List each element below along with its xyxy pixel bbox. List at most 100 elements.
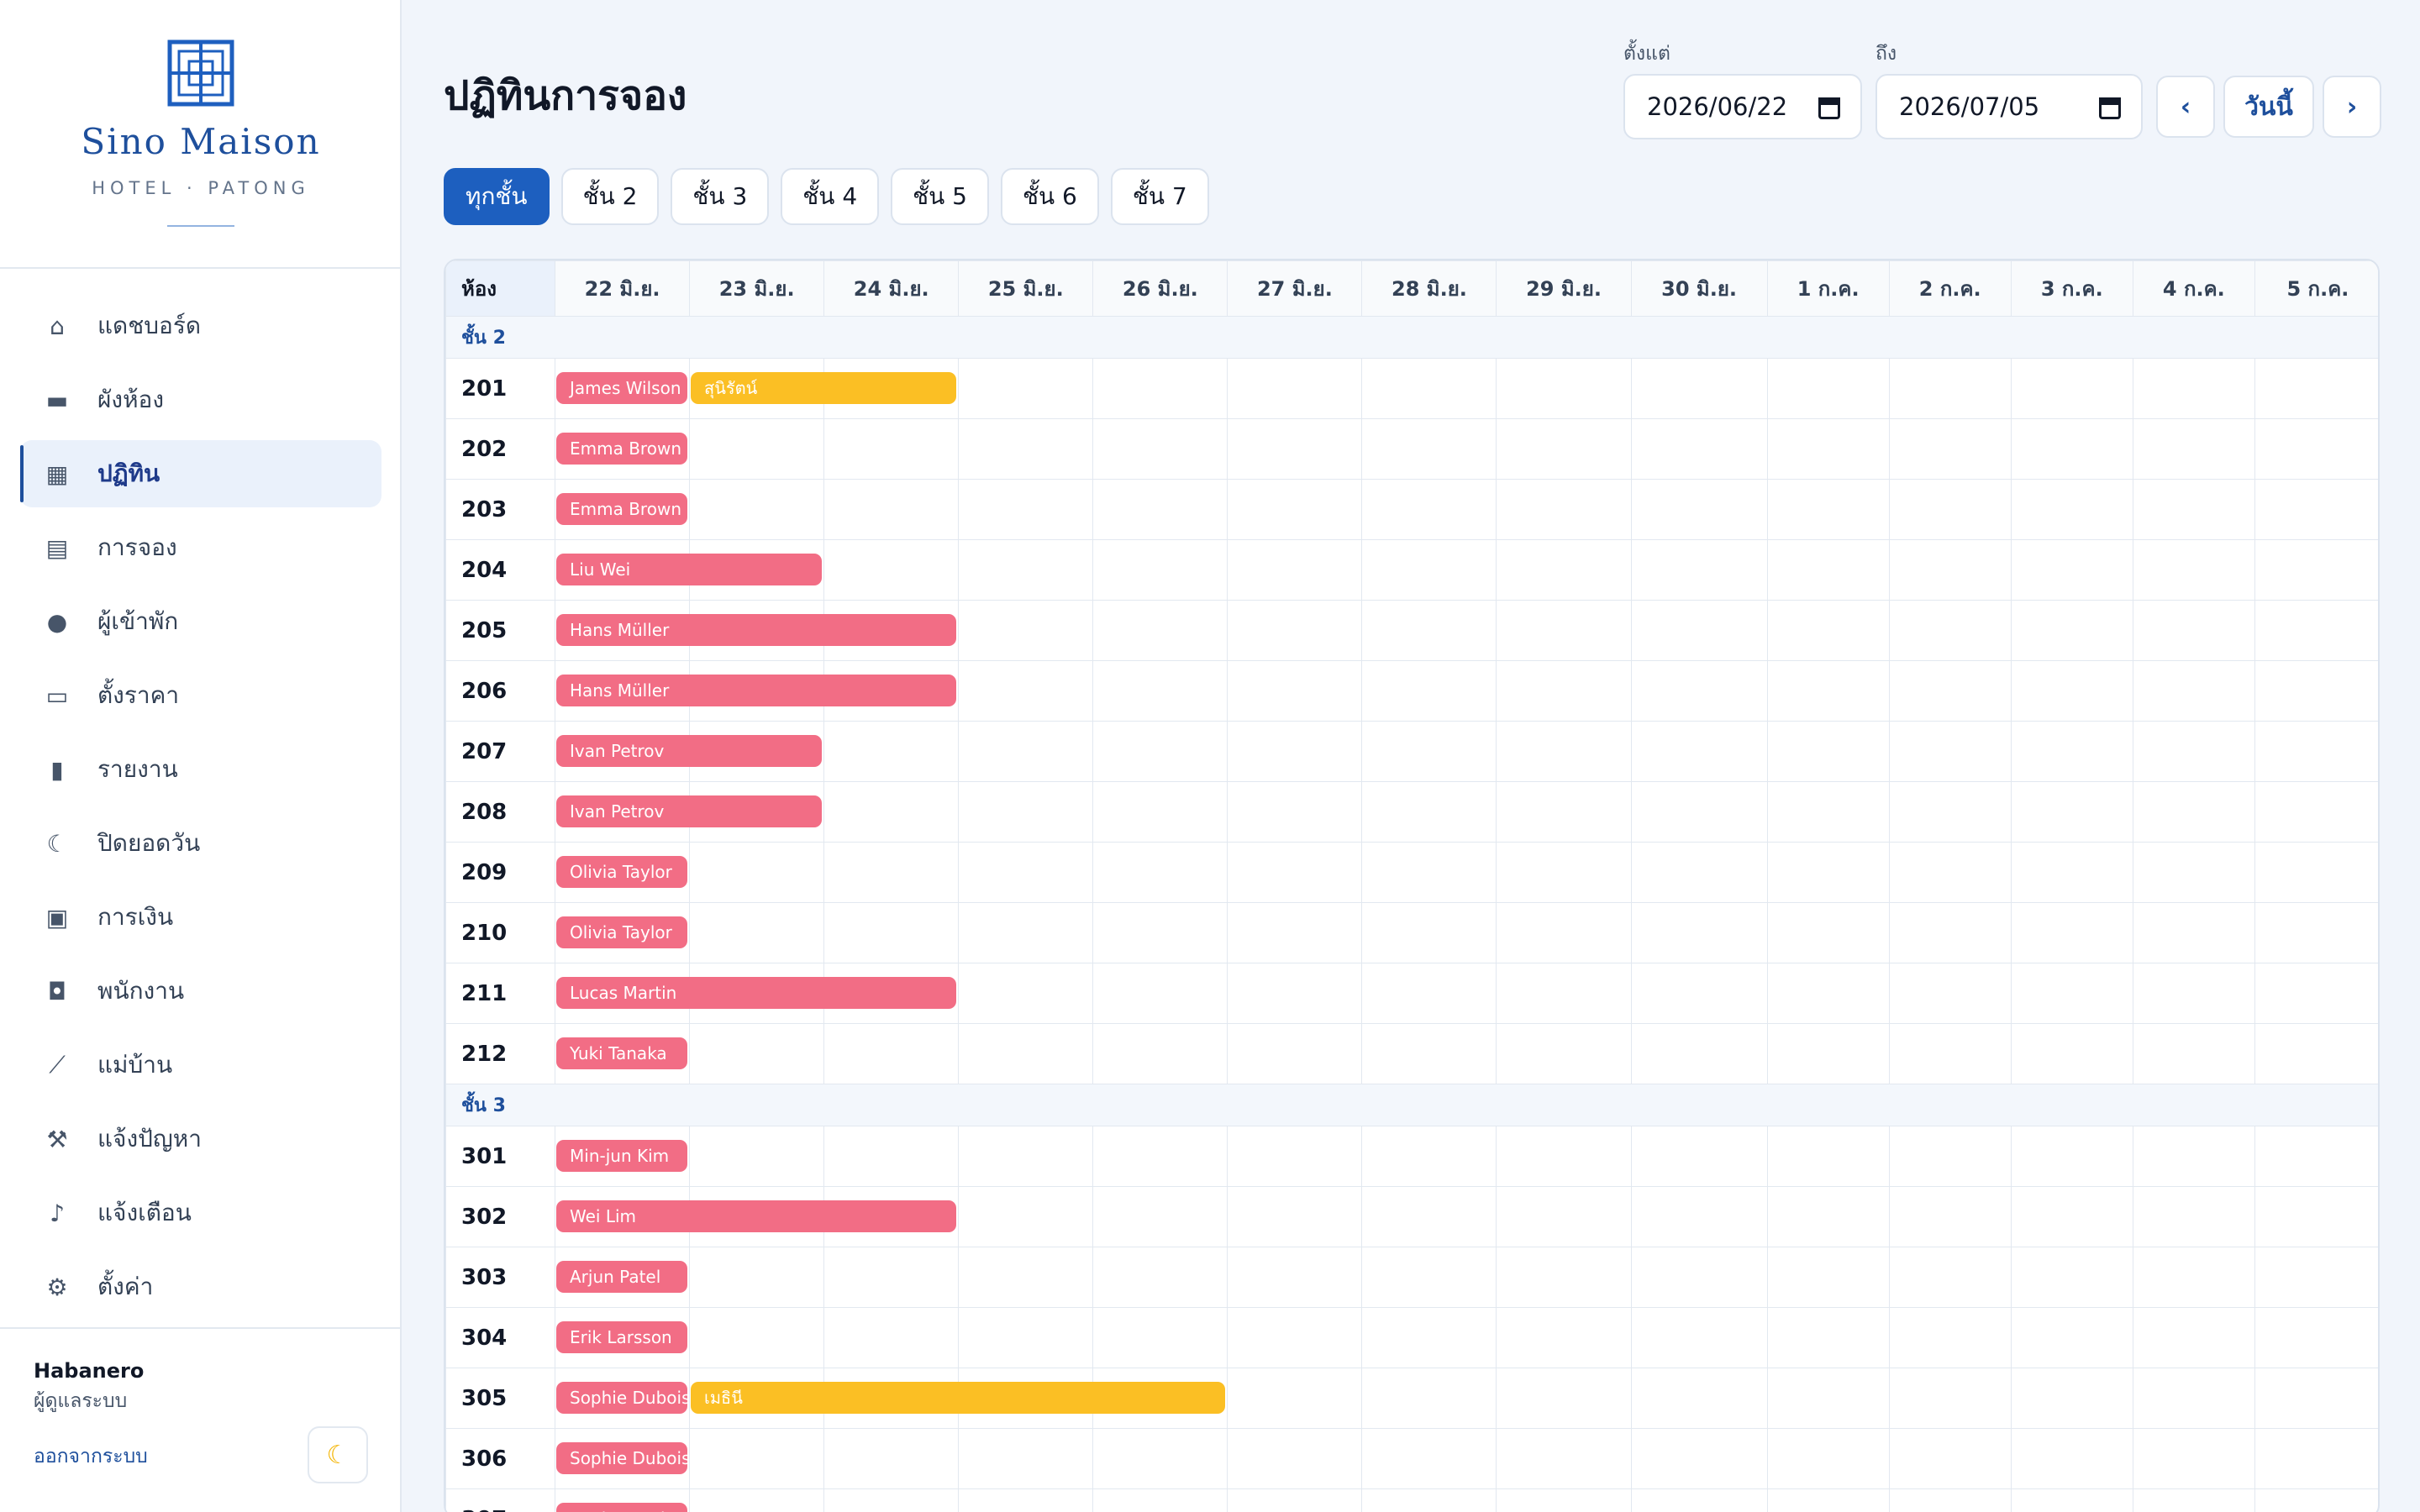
day-cell[interactable] xyxy=(2132,1488,2255,1512)
day-cell[interactable] xyxy=(2132,418,2255,480)
day-cell[interactable] xyxy=(958,721,1094,782)
day-cell[interactable] xyxy=(1361,721,1497,782)
day-cell[interactable] xyxy=(1092,842,1228,903)
day-cell[interactable] xyxy=(1766,1488,1890,1512)
from-date-input[interactable]: 2026/06/22 xyxy=(1623,74,1862,139)
day-cell[interactable] xyxy=(2010,1023,2133,1084)
day-cell[interactable] xyxy=(1766,600,1890,661)
day-cell[interactable] xyxy=(1888,721,2012,782)
day-cell[interactable] xyxy=(2010,1247,2133,1308)
day-cell[interactable] xyxy=(1888,660,2012,722)
day-cell[interactable] xyxy=(1766,479,1890,540)
booking-bar[interactable]: Lucas Martin xyxy=(556,977,956,1009)
day-cell[interactable] xyxy=(1496,479,1632,540)
day-cell[interactable] xyxy=(1630,479,1768,540)
day-cell[interactable] xyxy=(1361,539,1497,601)
day-cell[interactable] xyxy=(2132,842,2255,903)
day-cell[interactable] xyxy=(2254,902,2378,963)
booking-bar[interactable]: Erik Larsson xyxy=(556,1321,687,1353)
day-cell[interactable] xyxy=(1361,1307,1497,1368)
day-cell[interactable] xyxy=(1888,1186,2012,1247)
day-cell[interactable] xyxy=(1361,842,1497,903)
day-cell[interactable] xyxy=(958,902,1094,963)
day-cell[interactable] xyxy=(1361,418,1497,480)
day-cell[interactable] xyxy=(1888,418,2012,480)
day-cell[interactable] xyxy=(2010,660,2133,722)
day-cell[interactable] xyxy=(1766,1368,1890,1429)
day-cell[interactable] xyxy=(958,1428,1094,1489)
day-cell[interactable] xyxy=(1888,1247,2012,1308)
booking-bar[interactable]: Wei Lim xyxy=(556,1200,956,1232)
floor-filter-chip[interactable]: ชั้น 2 xyxy=(560,168,660,225)
day-cell[interactable] xyxy=(2132,660,2255,722)
day-cell[interactable] xyxy=(689,902,825,963)
day-cell[interactable] xyxy=(1630,842,1768,903)
booking-bar[interactable]: Emma Brown xyxy=(556,493,687,525)
sidebar-item-12[interactable]: ♪ แจ้งเตือน xyxy=(20,1179,381,1247)
day-cell[interactable] xyxy=(1766,660,1890,722)
prev-range-button[interactable]: ‹ xyxy=(2156,76,2215,138)
day-cell[interactable] xyxy=(1227,1186,1363,1247)
day-cell[interactable] xyxy=(1361,781,1497,843)
day-cell[interactable] xyxy=(2010,479,2133,540)
day-cell[interactable] xyxy=(2010,418,2133,480)
day-cell[interactable] xyxy=(1766,1126,1890,1187)
day-cell[interactable] xyxy=(1092,1186,1228,1247)
sidebar-item-7[interactable]: ☾ ปิดยอดวัน xyxy=(20,810,381,877)
day-cell[interactable] xyxy=(1630,1307,1768,1368)
day-cell[interactable] xyxy=(1496,539,1632,601)
booking-bar[interactable]: Olivia Taylor xyxy=(556,856,687,888)
day-cell[interactable] xyxy=(1766,1307,1890,1368)
day-cell[interactable] xyxy=(1227,1126,1363,1187)
day-cell[interactable] xyxy=(823,1428,960,1489)
day-cell[interactable] xyxy=(1630,600,1768,661)
day-cell[interactable] xyxy=(1227,358,1363,419)
day-cell[interactable] xyxy=(1227,1023,1363,1084)
day-cell[interactable] xyxy=(1766,842,1890,903)
day-cell[interactable] xyxy=(2132,1186,2255,1247)
day-cell[interactable] xyxy=(2254,1488,2378,1512)
day-cell[interactable] xyxy=(958,600,1094,661)
day-cell[interactable] xyxy=(1092,1126,1228,1187)
booking-bar[interactable]: Liu Wei xyxy=(556,554,822,585)
booking-bar[interactable]: Yuki Tanaka xyxy=(556,1037,687,1069)
day-cell[interactable] xyxy=(1361,358,1497,419)
day-cell[interactable] xyxy=(1227,902,1363,963)
day-cell[interactable] xyxy=(1092,418,1228,480)
day-cell[interactable] xyxy=(1496,1488,1632,1512)
day-cell[interactable] xyxy=(1766,539,1890,601)
day-cell[interactable] xyxy=(2010,781,2133,843)
day-cell[interactable] xyxy=(1092,600,1228,661)
day-cell[interactable] xyxy=(2010,1186,2133,1247)
day-cell[interactable] xyxy=(1092,902,1228,963)
day-cell[interactable] xyxy=(1630,1186,1768,1247)
day-cell[interactable] xyxy=(2254,842,2378,903)
day-cell[interactable] xyxy=(1630,902,1768,963)
day-cell[interactable] xyxy=(1630,1126,1768,1187)
day-cell[interactable] xyxy=(1496,1368,1632,1429)
floor-filter-chip[interactable]: ทุกชั้น xyxy=(444,168,550,225)
day-cell[interactable] xyxy=(1092,781,1228,843)
day-cell[interactable] xyxy=(1092,358,1228,419)
day-cell[interactable] xyxy=(2132,358,2255,419)
day-cell[interactable] xyxy=(2254,660,2378,722)
day-cell[interactable] xyxy=(1092,1307,1228,1368)
day-cell[interactable] xyxy=(1227,1488,1363,1512)
day-cell[interactable] xyxy=(1227,1368,1363,1429)
floor-filter-chip[interactable]: ชั้น 7 xyxy=(1110,168,1209,225)
day-cell[interactable] xyxy=(823,902,960,963)
day-cell[interactable] xyxy=(689,1488,825,1512)
day-cell[interactable] xyxy=(1496,1307,1632,1368)
day-cell[interactable] xyxy=(1766,418,1890,480)
day-cell[interactable] xyxy=(2132,902,2255,963)
sidebar-item-11[interactable]: ⚒ แจ้งปัญหา xyxy=(20,1105,381,1173)
day-cell[interactable] xyxy=(1361,600,1497,661)
booking-bar[interactable]: Ivan Petrov xyxy=(556,735,822,767)
day-cell[interactable] xyxy=(958,1126,1094,1187)
day-cell[interactable] xyxy=(1092,479,1228,540)
day-cell[interactable] xyxy=(689,479,825,540)
day-cell[interactable] xyxy=(1227,660,1363,722)
day-cell[interactable] xyxy=(1766,1247,1890,1308)
day-cell[interactable] xyxy=(2254,479,2378,540)
booking-bar[interactable]: Arjun Patel xyxy=(556,1261,687,1293)
